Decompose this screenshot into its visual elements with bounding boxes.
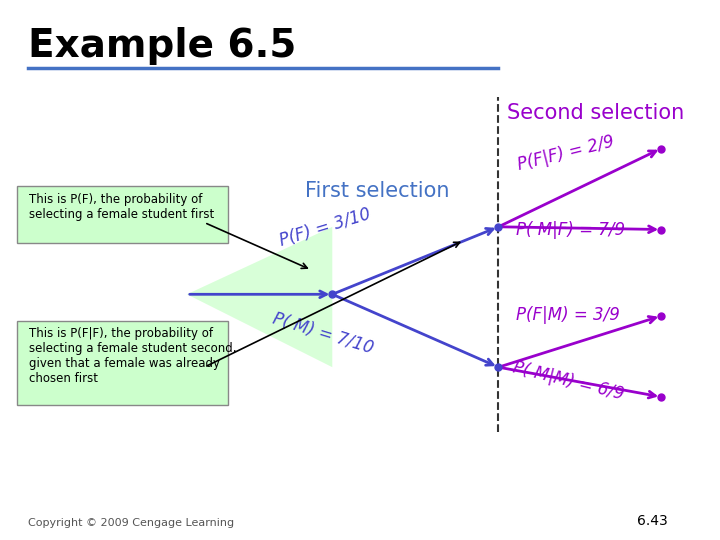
Text: P(F|M) = 3/9: P(F|M) = 3/9 [516,306,620,323]
Text: Second selection: Second selection [507,103,684,123]
Text: This is P(F), the probability of
selecting a female student first: This is P(F), the probability of selecti… [29,193,215,221]
Text: P(F) = 3/10: P(F) = 3/10 [277,205,372,249]
Text: P( M|M) = 6/9: P( M|M) = 6/9 [511,359,626,403]
Text: P( M) = 7/10: P( M) = 7/10 [270,310,375,357]
Text: First selection: First selection [305,181,449,201]
Text: This is P(F|F), the probability of
selecting a female student second,
given that: This is P(F|F), the probability of selec… [29,327,237,384]
Polygon shape [187,227,333,367]
FancyBboxPatch shape [17,321,228,405]
Text: Copyright © 2009 Cengage Learning: Copyright © 2009 Cengage Learning [27,518,234,528]
Text: P( M|F) = 7/9: P( M|F) = 7/9 [516,221,625,239]
Text: Example 6.5: Example 6.5 [27,27,296,65]
Text: 6.43: 6.43 [637,514,668,528]
FancyBboxPatch shape [17,186,228,243]
Text: P(F|F) = 2/9: P(F|F) = 2/9 [516,133,616,174]
